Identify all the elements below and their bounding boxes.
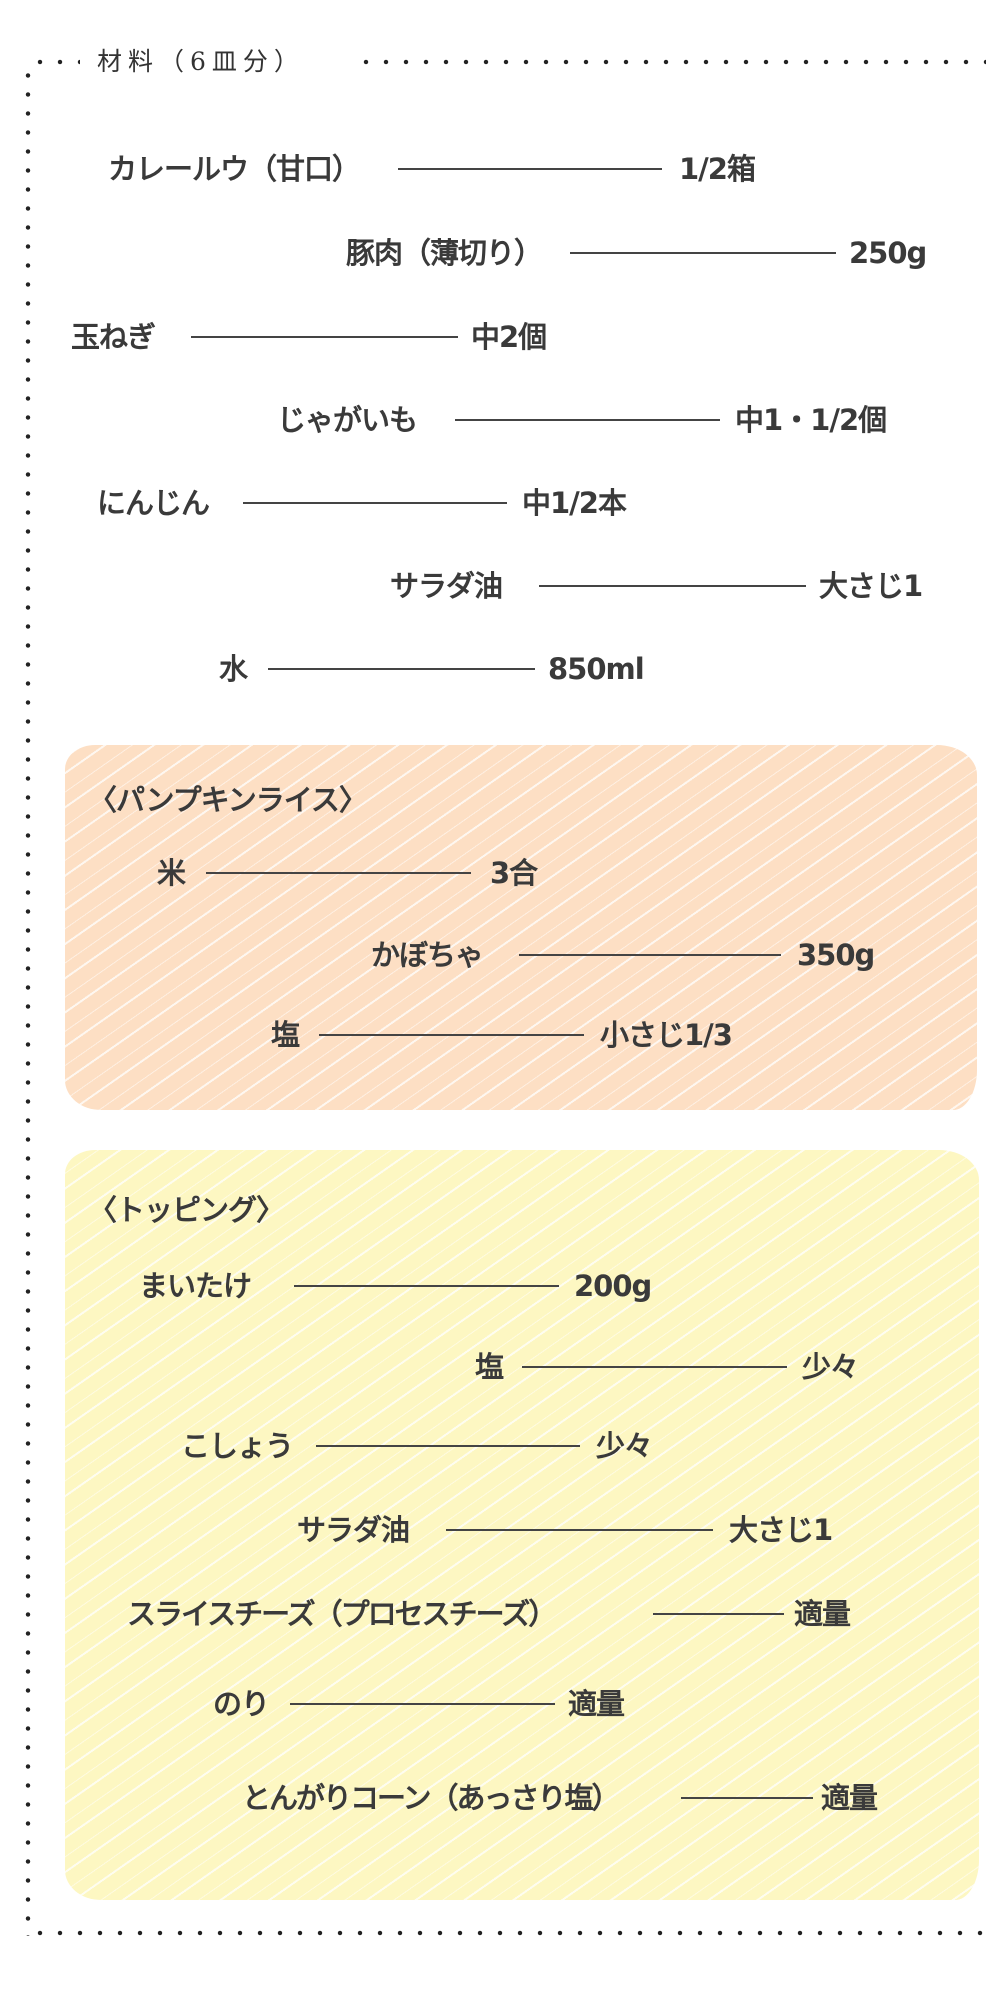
ingredient-amount: 中2個 bbox=[471, 320, 547, 354]
ingredient-name: 米 bbox=[157, 856, 186, 890]
ingredient-name: サラダ油 bbox=[390, 569, 503, 603]
ingredient-amount: 中1・1/2個 bbox=[735, 403, 887, 437]
ingredient-amount: 適量 bbox=[568, 1687, 625, 1721]
ingredient-amount: 大さじ1 bbox=[819, 569, 923, 603]
leader-line bbox=[206, 872, 471, 874]
ingredient-name: こしょう bbox=[181, 1429, 294, 1463]
ingredient-name: 豚肉（薄切り） bbox=[346, 236, 543, 270]
leader-line bbox=[268, 668, 535, 670]
ingredient-name: にんじん bbox=[97, 486, 210, 520]
ingredients-title: 材料（6皿分） bbox=[97, 47, 305, 76]
leader-line bbox=[570, 252, 836, 254]
ingredient-name: スライスチーズ（プロセスチーズ） bbox=[127, 1597, 557, 1631]
ingredient-amount: 大さじ1 bbox=[729, 1513, 833, 1547]
ingredient-amount: 850ml bbox=[548, 652, 645, 686]
dotted-border-left bbox=[25, 66, 31, 1936]
topping-section bbox=[65, 1150, 979, 1900]
leader-line bbox=[522, 1366, 787, 1368]
leader-line bbox=[319, 1034, 584, 1036]
leader-line bbox=[294, 1285, 559, 1287]
ingredient-amount: 200g bbox=[574, 1269, 652, 1303]
leader-line bbox=[653, 1613, 784, 1615]
pumpkin-rice-section bbox=[65, 745, 977, 1110]
ingredient-name: とんがりコーン（あっさり塩） bbox=[242, 1781, 621, 1815]
ingredient-amount: 適量 bbox=[821, 1781, 878, 1815]
leader-line bbox=[455, 419, 720, 421]
ingredient-amount: 1/2箱 bbox=[679, 152, 756, 186]
ingredient-name: カレールウ（甘口） bbox=[108, 152, 361, 186]
dotted-border-top-left bbox=[30, 59, 80, 65]
topping-heading: 〈トッピング〉 bbox=[88, 1193, 285, 1227]
ingredient-name: のり bbox=[213, 1687, 270, 1721]
ingredient-name: 水 bbox=[219, 652, 248, 686]
leader-line bbox=[519, 954, 781, 956]
ingredient-amount: 250g bbox=[849, 236, 927, 270]
ingredient-amount: 少々 bbox=[802, 1350, 859, 1384]
leader-line bbox=[398, 168, 662, 170]
ingredient-name: 塩 bbox=[475, 1350, 504, 1384]
leader-line bbox=[446, 1529, 713, 1531]
ingredient-amount: 350g bbox=[797, 938, 875, 972]
ingredient-amount: 少々 bbox=[596, 1429, 653, 1463]
leader-line bbox=[316, 1445, 580, 1447]
ingredient-amount: 小さじ1/3 bbox=[600, 1018, 733, 1052]
ingredient-name: じゃがいも bbox=[277, 403, 418, 437]
leader-line bbox=[191, 336, 458, 338]
ingredient-amount: 適量 bbox=[794, 1597, 851, 1631]
ingredient-amount: 3合 bbox=[490, 856, 538, 890]
ingredient-name: サラダ油 bbox=[297, 1513, 410, 1547]
ingredient-name: まいたけ bbox=[139, 1269, 252, 1303]
leader-line bbox=[290, 1703, 555, 1705]
ingredient-name: 玉ねぎ bbox=[71, 320, 156, 354]
leader-line bbox=[243, 502, 507, 504]
ingredient-name: 塩 bbox=[271, 1018, 300, 1052]
leader-line bbox=[539, 585, 806, 587]
ingredient-name: かぼちゃ bbox=[371, 938, 484, 972]
dotted-border-bottom bbox=[30, 1930, 990, 1936]
leader-line bbox=[681, 1797, 813, 1799]
pumpkin-rice-heading: 〈パンプキンライス〉 bbox=[88, 783, 368, 817]
ingredient-amount: 中1/2本 bbox=[522, 486, 627, 520]
dotted-border-top bbox=[356, 59, 986, 65]
